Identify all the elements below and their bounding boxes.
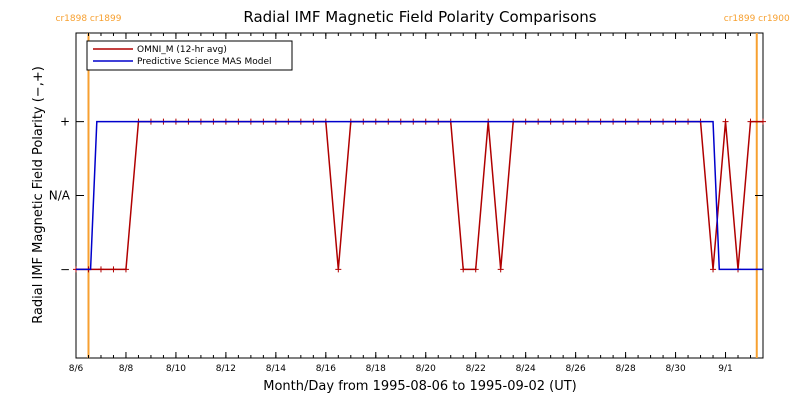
x-tick-label: 8/22: [466, 364, 486, 374]
data-point: [710, 266, 717, 273]
legend-box: [86, 40, 293, 71]
plot-area: [75, 32, 764, 359]
x-tick-label: 8/10: [166, 364, 186, 374]
data-point: [110, 266, 117, 273]
x-axis-label: Month/Day from 1995-08-06 to 1995-09-02 …: [263, 379, 576, 394]
plot-frame: [75, 32, 764, 359]
chart-title: Radial IMF Magnetic Field Polarity Compa…: [243, 8, 596, 26]
legend-label-omni: OMNI_M (12-hr avg): [137, 45, 227, 55]
legend: OMNI_M (12-hr avg) Predictive Science MA…: [86, 40, 293, 71]
x-tick-label: 8/12: [216, 364, 236, 374]
x-tick-label: 8/18: [366, 364, 386, 374]
data-point: [497, 266, 504, 273]
data-point: [335, 266, 342, 273]
y-tick-label: +: [60, 115, 70, 129]
data-point: [122, 266, 129, 273]
x-axis-ticks: 8/6 8/8 8/10 8/12 8/14 8/16 8/18 8/20 8/22 8/24 8/…: [69, 33, 764, 374]
y-axis-label: Radial IMF Magnetic Field Polarity (−,+): [31, 66, 46, 324]
x-tick-label: 8/30: [665, 364, 685, 374]
y-tick-label: −: [60, 262, 70, 276]
x-tick-label: 8/14: [266, 364, 286, 374]
y-axis-ticks: + N/A −: [49, 115, 763, 276]
series-line-0: [76, 120, 763, 271]
data-point: [472, 266, 479, 273]
carrington-label: cr1899 cr1900: [724, 14, 790, 24]
data-point: [722, 118, 729, 125]
x-tick-label: 8/26: [566, 364, 586, 374]
data-point: [460, 266, 467, 273]
x-tick-label: 8/8: [119, 364, 134, 374]
data-point: [97, 266, 104, 273]
data-point: [747, 118, 754, 125]
data-point: [760, 118, 766, 125]
x-tick-label: 8/28: [615, 364, 635, 374]
x-tick-label: 8/24: [516, 364, 536, 374]
carrington-label: cr1898 cr1899: [56, 14, 122, 24]
x-tick-label: 8/16: [316, 364, 336, 374]
series-layer: [73, 118, 766, 273]
x-tick-label: 8/20: [416, 364, 436, 374]
x-tick-label: 8/6: [69, 364, 84, 374]
series-line-1: [76, 120, 763, 271]
y-tick-label: N/A: [49, 189, 71, 203]
x-tick-label: 9/1: [718, 364, 732, 374]
legend-label-mas: Predictive Science MAS Model: [137, 57, 272, 67]
